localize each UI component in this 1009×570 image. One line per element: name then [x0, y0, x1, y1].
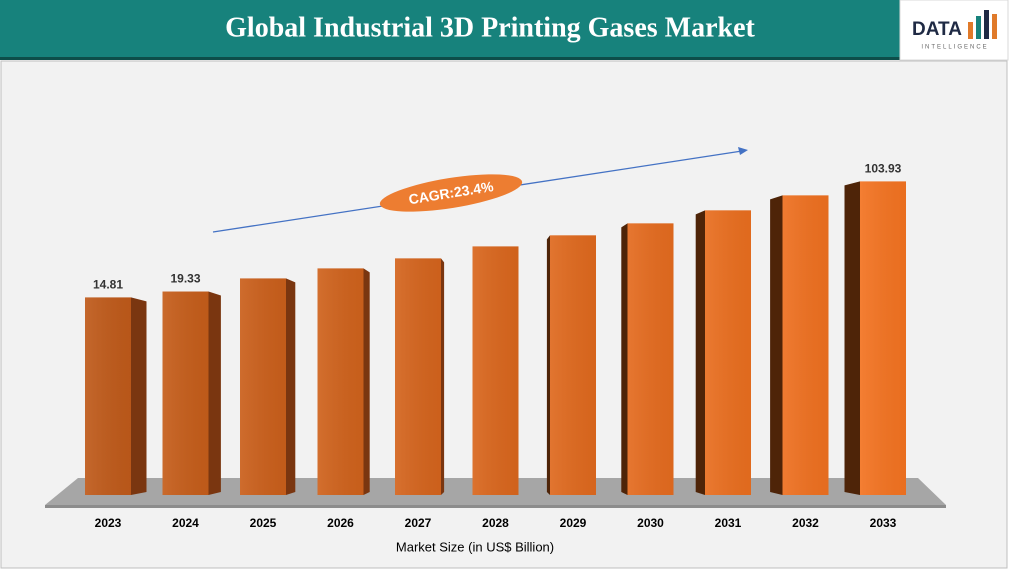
chart-title: Global Industrial 3D Printing Gases Mark…: [225, 12, 755, 43]
x-tick-label: 2023: [95, 516, 122, 530]
x-tick-label: 2028: [482, 516, 509, 530]
x-axis-title: Market Size (in US$ Billion): [396, 539, 554, 554]
x-tick-label: 2026: [327, 516, 354, 530]
logo-icon: [984, 10, 989, 39]
bar-side: [131, 297, 147, 495]
x-tick-label: 2032: [792, 516, 819, 530]
bar-side: [546, 235, 550, 496]
logo-icon: [968, 22, 973, 39]
bar-side: [208, 291, 221, 495]
value-label: 19.33: [170, 272, 200, 286]
bar-sheen: [317, 268, 364, 495]
bar-sheen: [472, 246, 519, 495]
bar-sheen: [782, 195, 829, 496]
bar-side: [363, 268, 370, 495]
x-tick-label: 2033: [870, 516, 897, 530]
bar-side: [844, 181, 860, 496]
header-rule: [0, 57, 900, 60]
x-tick-label: 2031: [715, 516, 742, 530]
logo-icon: [992, 14, 997, 39]
bar-side: [695, 210, 705, 496]
header-band: [0, 0, 900, 57]
bar-sheen: [705, 210, 751, 496]
value-label: 14.81: [93, 278, 123, 292]
logo-text: DATA: [912, 19, 962, 40]
value-label: 103.93: [865, 162, 902, 176]
bar-sheen: [395, 258, 441, 495]
logo-subtitle: INTELLIGENCE: [921, 45, 988, 51]
arrow-head: [738, 147, 748, 155]
floor-edge: [45, 505, 946, 508]
bar-sheen: [550, 235, 596, 496]
bar-sheen: [627, 223, 674, 495]
bar-sheen: [162, 291, 209, 495]
bar-side: [286, 278, 296, 495]
bar-sheen: [85, 297, 131, 495]
bar-sheen: [860, 181, 906, 496]
bars: [85, 181, 906, 496]
logo-icon: [976, 16, 981, 39]
bar-side: [770, 195, 783, 496]
x-tick-label: 2027: [405, 516, 432, 530]
x-tick-label: 2025: [250, 516, 277, 530]
logo-box: [899, 0, 1009, 61]
annotation-badge: [379, 174, 523, 212]
x-tick-label: 2030: [637, 516, 664, 530]
bar-side: [621, 223, 628, 495]
x-tick-label: 2029: [560, 516, 587, 530]
x-tick-label: 2024: [172, 516, 199, 530]
bar-sheen: [240, 278, 286, 495]
bar-side: [441, 258, 445, 495]
